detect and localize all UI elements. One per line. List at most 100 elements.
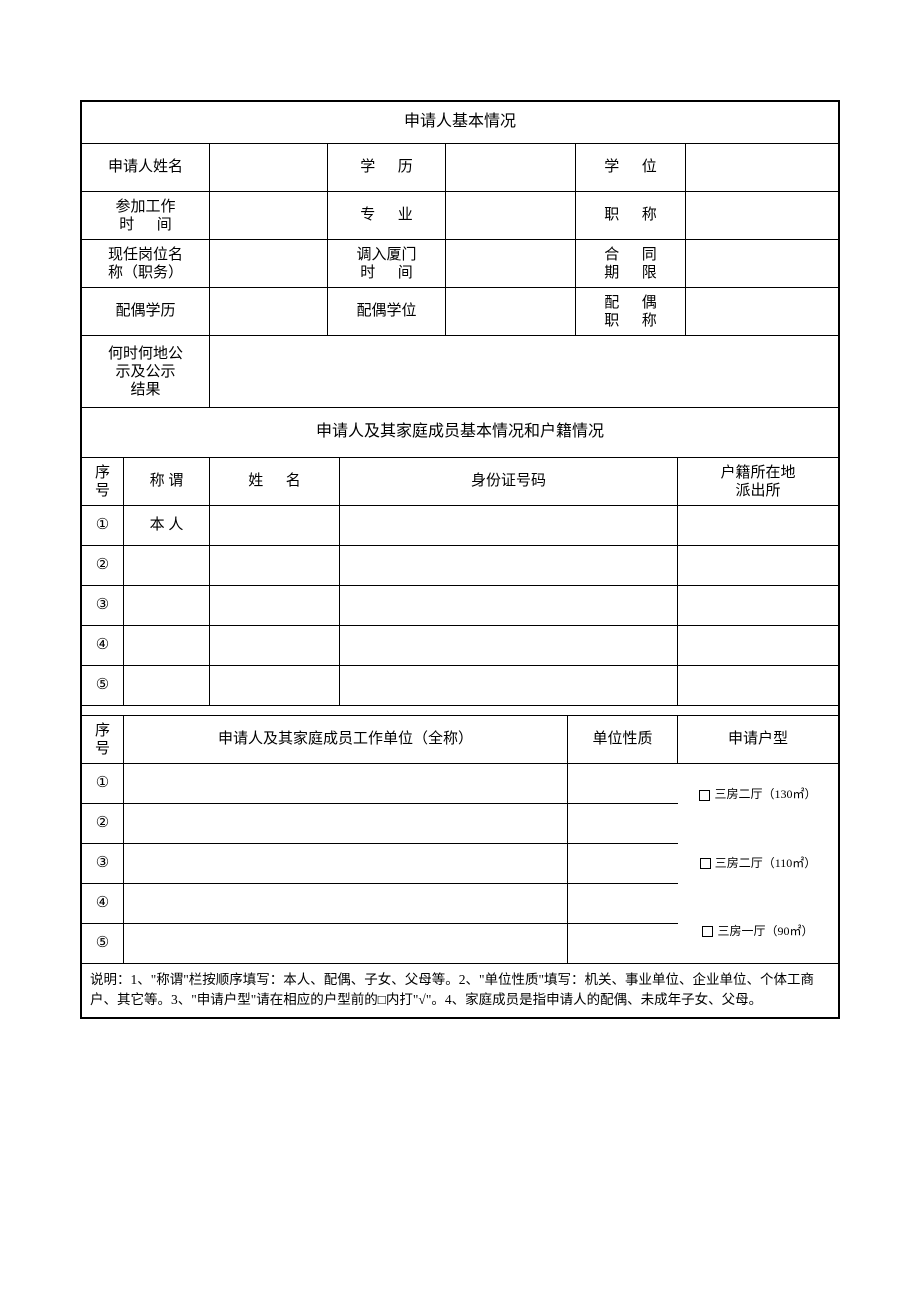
row-applicant-name: 申请人姓名 学历 学位 (82, 144, 838, 192)
label-spouse-title: 配偶 职称 (576, 288, 686, 336)
label-title: 职称 (576, 192, 686, 240)
value-spouse-title[interactable] (686, 288, 838, 336)
c-type-5[interactable] (568, 924, 678, 964)
relation-3[interactable] (124, 586, 210, 626)
section-a-title: 申请人基本情况 (82, 102, 838, 144)
section-c-body: ① ② ③ ④ ⑤ (82, 764, 838, 964)
id-4[interactable] (340, 626, 678, 666)
house-type-options: 三房二厅（130㎡） 三房二厅（110㎡） 三房一厅（90㎡） (678, 764, 838, 964)
c-seq-4: ④ (82, 884, 124, 924)
c-type-1[interactable] (568, 764, 678, 804)
value-title[interactable] (686, 192, 838, 240)
relation-1: 本 人 (124, 506, 210, 546)
station-5[interactable] (678, 666, 838, 706)
row-spouse: 配偶学历 配偶学位 配偶 职称 (82, 288, 838, 336)
c-type-3[interactable] (568, 844, 678, 884)
c-seq-5: ⑤ (82, 924, 124, 964)
name-5[interactable] (210, 666, 340, 706)
value-publicity[interactable] (210, 336, 838, 408)
station-2[interactable] (678, 546, 838, 586)
label-spouse-education: 配偶学历 (82, 288, 210, 336)
section-b-header: 序号 称 谓 姓名 身份证号码 户籍所在地派出所 (82, 458, 838, 506)
c-seq-3: ③ (82, 844, 124, 884)
value-transfer-date[interactable] (446, 240, 576, 288)
c-type-2[interactable] (568, 804, 678, 844)
c-seq-1: ① (82, 764, 124, 804)
value-education[interactable] (446, 144, 576, 192)
station-3[interactable] (678, 586, 838, 626)
name-4[interactable] (210, 626, 340, 666)
c-unit-4[interactable] (124, 884, 568, 924)
c-unit-1[interactable] (124, 764, 568, 804)
row-position: 现任岗位名 称（职务） 调入厦门 时间 合同 期限 (82, 240, 838, 288)
seq-4: ④ (82, 626, 124, 666)
relation-2[interactable] (124, 546, 210, 586)
relation-5[interactable] (124, 666, 210, 706)
member-row-1: ① 本 人 (82, 506, 838, 546)
col-id: 身份证号码 (340, 458, 678, 506)
checkbox-icon (699, 790, 710, 801)
value-degree[interactable] (686, 144, 838, 192)
section-c-header: 序号 申请人及其家庭成员工作单位（全称） 单位性质 申请户型 (82, 716, 838, 764)
col-police-station: 户籍所在地派出所 (678, 458, 838, 506)
member-row-4: ④ (82, 626, 838, 666)
house-type-option-1[interactable]: 三房二厅（130㎡） (699, 787, 816, 803)
label-education: 学历 (328, 144, 446, 192)
section-spacer (82, 706, 838, 716)
member-row-3: ③ (82, 586, 838, 626)
label-transfer-date: 调入厦门 时间 (328, 240, 446, 288)
seq-5: ⑤ (82, 666, 124, 706)
col-seq: 序号 (82, 458, 124, 506)
member-row-5: ⑤ (82, 666, 838, 706)
checkbox-icon (700, 858, 711, 869)
id-1[interactable] (340, 506, 678, 546)
id-2[interactable] (340, 546, 678, 586)
relation-4[interactable] (124, 626, 210, 666)
value-spouse-degree[interactable] (446, 288, 576, 336)
value-contract-term[interactable] (686, 240, 838, 288)
form-notes: 说明：1、"称谓"栏按顺序填写：本人、配偶、子女、父母等。2、"单位性质"填写：… (82, 964, 838, 1017)
value-major[interactable] (446, 192, 576, 240)
label-work-start: 参加工作 时间 (82, 192, 210, 240)
label-degree: 学位 (576, 144, 686, 192)
colc-house-type: 申请户型 (678, 716, 838, 764)
col-name: 姓名 (210, 458, 340, 506)
row-publicity: 何时何地公 示及公示 结果 (82, 336, 838, 408)
station-1[interactable] (678, 506, 838, 546)
label-major: 专业 (328, 192, 446, 240)
section-b-title: 申请人及其家庭成员基本情况和户籍情况 (82, 408, 838, 458)
value-spouse-education[interactable] (210, 288, 328, 336)
c-unit-3[interactable] (124, 844, 568, 884)
c-seq-2: ② (82, 804, 124, 844)
id-5[interactable] (340, 666, 678, 706)
value-work-start[interactable] (210, 192, 328, 240)
house-type-option-3[interactable]: 三房一厅（90㎡） (702, 924, 813, 940)
id-3[interactable] (340, 586, 678, 626)
value-applicant-name[interactable] (210, 144, 328, 192)
colc-unit-type: 单位性质 (568, 716, 678, 764)
label-applicant-name: 申请人姓名 (82, 144, 210, 192)
seq-1: ① (82, 506, 124, 546)
c-unit-5[interactable] (124, 924, 568, 964)
c-unit-2[interactable] (124, 804, 568, 844)
name-3[interactable] (210, 586, 340, 626)
seq-2: ② (82, 546, 124, 586)
name-2[interactable] (210, 546, 340, 586)
name-1[interactable] (210, 506, 340, 546)
station-4[interactable] (678, 626, 838, 666)
member-row-2: ② (82, 546, 838, 586)
label-publicity: 何时何地公 示及公示 结果 (82, 336, 210, 408)
seq-3: ③ (82, 586, 124, 626)
house-type-option-2[interactable]: 三房二厅（110㎡） (700, 856, 817, 872)
application-form: 申请人基本情况 申请人姓名 学历 学位 参加工作 时间 专业 职称 现任岗位名 … (80, 100, 840, 1019)
checkbox-icon (702, 926, 713, 937)
col-relation: 称 谓 (124, 458, 210, 506)
c-type-4[interactable] (568, 884, 678, 924)
label-contract-term: 合同 期限 (576, 240, 686, 288)
value-position[interactable] (210, 240, 328, 288)
colc-seq: 序号 (82, 716, 124, 764)
label-position: 现任岗位名 称（职务） (82, 240, 210, 288)
row-work-start: 参加工作 时间 专业 职称 (82, 192, 838, 240)
label-spouse-degree: 配偶学位 (328, 288, 446, 336)
colc-workunit: 申请人及其家庭成员工作单位（全称） (124, 716, 568, 764)
